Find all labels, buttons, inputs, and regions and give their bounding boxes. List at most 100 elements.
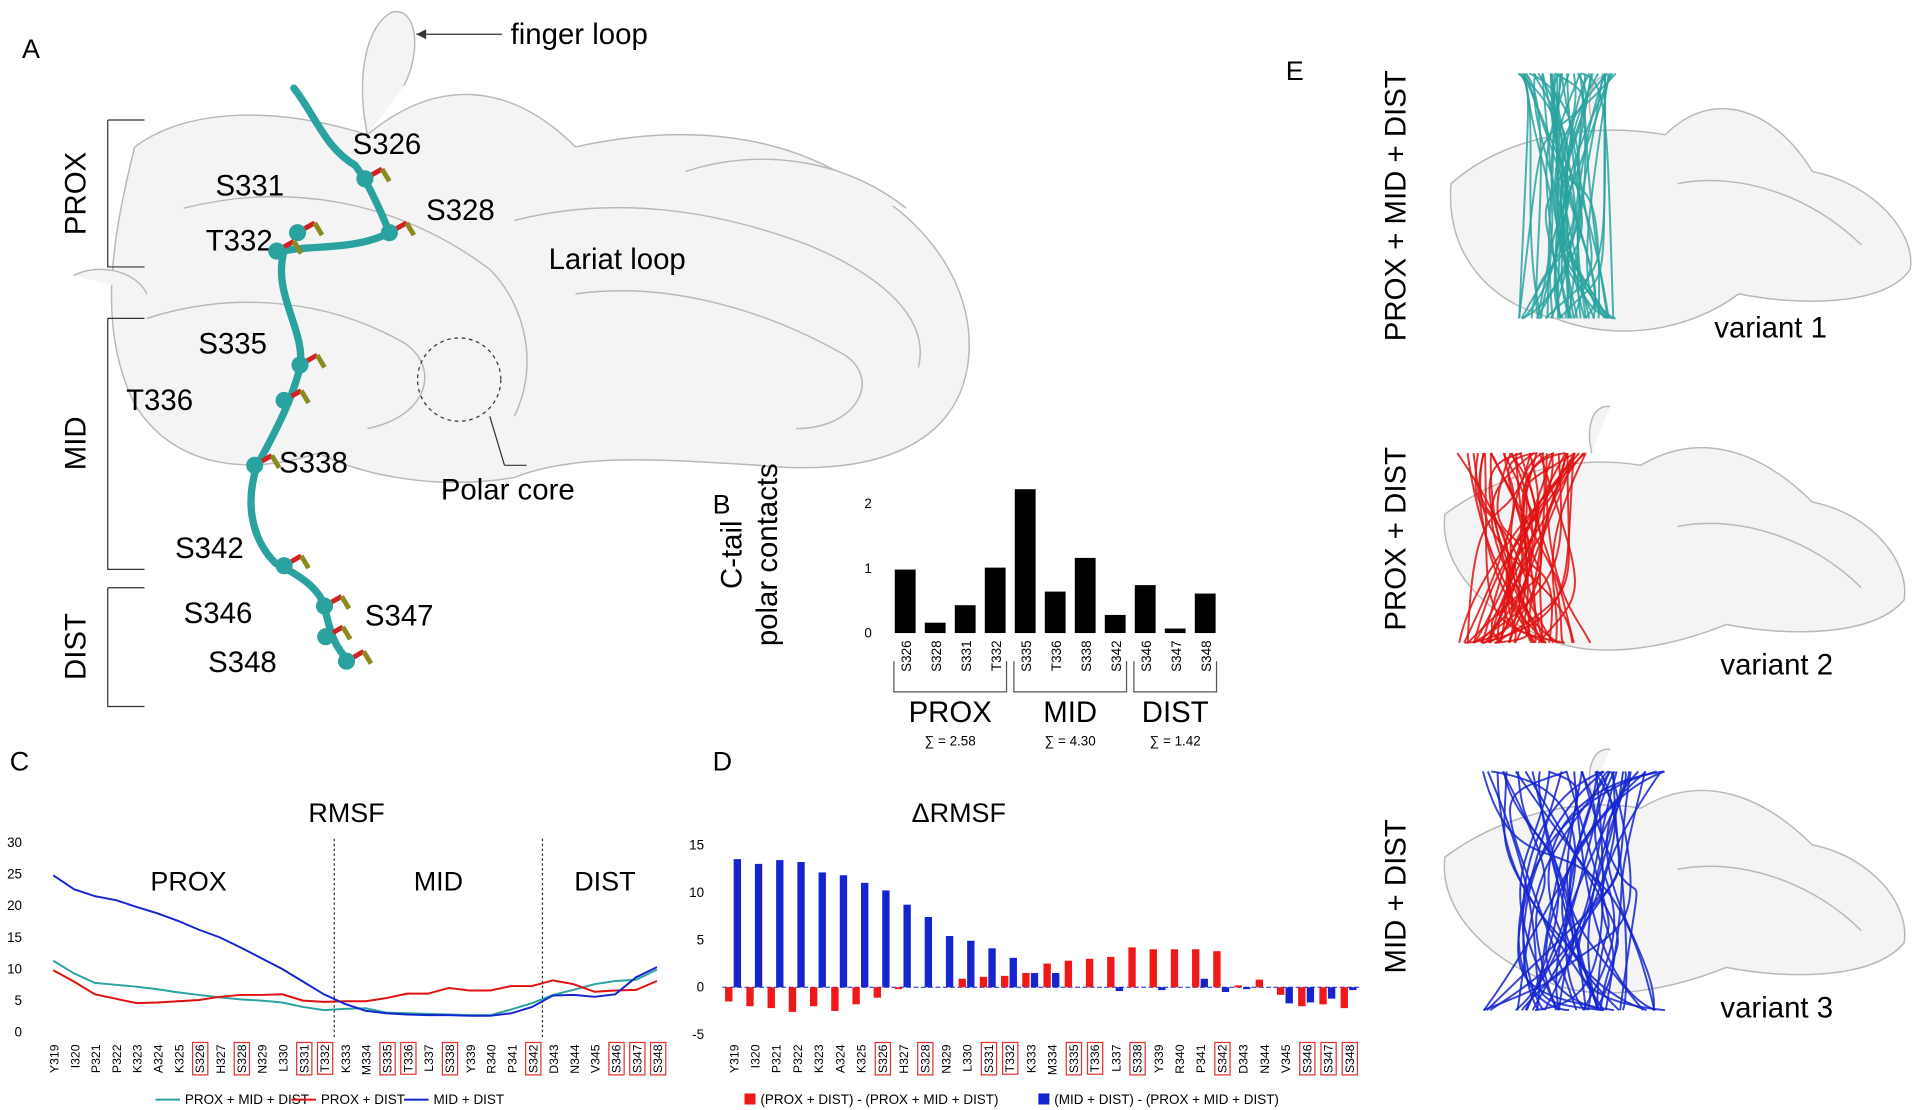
x-tick-label: T336 [1088,1044,1102,1072]
conformer [1489,452,1531,643]
x-tick: K325 [855,1044,869,1073]
x-tick: S348 [1341,1041,1359,1076]
x-tick: S326 [191,1041,209,1076]
bar [1043,963,1051,988]
label-box [874,1041,892,1076]
x-tick: S346 [608,1041,625,1076]
conformer [1551,73,1591,319]
y-tick-label: 15 [689,837,704,852]
conformer [1483,771,1574,1012]
group-label: MID [1043,696,1097,729]
bar [1052,973,1060,988]
conformer [1509,770,1578,1011]
x-tick: K323 [131,1044,145,1073]
residue-label: T336 [126,384,193,417]
x-tick-label: P322 [791,1044,805,1073]
x-tick-label: K333 [1024,1044,1038,1073]
x-tick: R340 [1173,1044,1187,1073]
bar [746,987,754,1007]
y-axis-label: C-tail [716,520,749,589]
conformer [1577,771,1666,1012]
x-tick: S348 [649,1041,667,1076]
x-tick-label: L337 [1109,1044,1123,1071]
bar [1234,985,1242,988]
bar [1340,987,1348,1009]
x-tick: M334 [1046,1044,1060,1075]
residue-label: S347 [365,599,434,632]
x-tick: V345 [589,1044,603,1073]
group-bracket [1133,661,1218,693]
conformer [1550,73,1607,319]
conformer [1536,770,1579,1011]
x-tick: N344 [1258,1044,1272,1073]
x-tick-label: T336 [1049,640,1064,671]
x-tick-label: S326 [193,1044,207,1073]
bar [1192,949,1200,988]
bar [903,904,911,988]
phosphate [339,595,352,610]
x-tick: P322 [791,1044,805,1073]
conformer [1472,453,1563,644]
conformer [1564,770,1610,1011]
panel-label: B [713,489,731,519]
x-tick: L337 [422,1044,436,1071]
bar [1164,628,1186,634]
y-tick-label: 5 [15,993,22,1008]
bar [797,861,805,988]
y-tick-label: 5 [697,932,704,947]
x-tick-label: H327 [214,1044,228,1073]
x-tick: S331 [296,1041,313,1076]
x-tick-label: A324 [152,1044,166,1073]
bar [788,987,797,1012]
x-tick: P341 [505,1044,519,1073]
conformer [1480,452,1534,644]
legend-label: PROX + DIST [321,1092,405,1107]
conformer [1518,452,1554,644]
bar [861,882,869,988]
phosphate [312,221,325,237]
x-tick-label: S331 [982,1044,996,1073]
x-tick-label: P341 [1194,1044,1208,1073]
phosphate [299,554,311,570]
annotation: Polar core [441,473,575,506]
conformer [1479,452,1574,643]
bar [767,987,775,1009]
x-tick: N344 [568,1044,582,1073]
label-box [316,1041,334,1075]
x-tick: L337 [1109,1044,1123,1071]
y-tick-label: 20 [7,898,22,913]
residue-atom [275,557,293,575]
label-box [441,1041,459,1076]
residue-atom [317,628,335,646]
x-tick: T332 [316,1041,334,1075]
x-tick: P321 [770,1044,784,1073]
x-tick: S346 [1299,1041,1316,1076]
label-box [917,1041,934,1076]
conformer [1539,452,1585,643]
x-tick-label: S331 [297,1044,311,1073]
x-tick: T332 [1001,1041,1019,1075]
conformer [1560,73,1593,319]
conformer [1524,770,1619,1011]
x-tick-label: H327 [897,1044,911,1073]
y-tick-label: 30 [7,835,22,850]
x-tick-label: M334 [360,1044,374,1075]
x-tick-label: S342 [1109,640,1124,671]
panel-label: D [713,747,732,777]
residue-label: S348 [208,646,277,679]
y-tick-label: 1 [864,561,871,576]
x-tick-label: S348 [651,1044,665,1073]
residue-atom [315,597,334,615]
bar [924,622,946,634]
bar [954,605,976,634]
phosphate [291,239,304,255]
x-tick-label: S348 [1199,640,1214,671]
x-tick: L330 [276,1044,290,1071]
x-tick: H327 [214,1044,228,1073]
x-tick-label: N329 [940,1044,954,1073]
x-tick-label: S348 [1343,1044,1357,1073]
residue-label: S342 [175,532,244,565]
bar [1107,956,1115,988]
x-tick-label: S338 [1079,640,1094,671]
